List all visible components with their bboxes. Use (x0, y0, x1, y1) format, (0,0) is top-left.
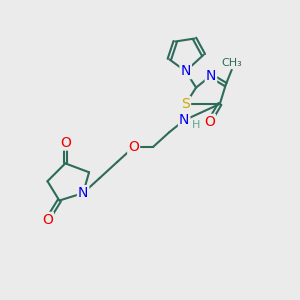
Text: N: N (206, 69, 216, 83)
Text: O: O (128, 140, 139, 154)
Text: N: N (179, 113, 189, 127)
Text: S: S (181, 97, 190, 111)
Text: H: H (192, 120, 200, 130)
Text: O: O (42, 213, 53, 227)
Text: O: O (60, 136, 71, 150)
Text: CH₃: CH₃ (221, 58, 242, 68)
Text: O: O (204, 115, 215, 129)
Text: N: N (181, 64, 191, 78)
Text: N: N (78, 186, 88, 200)
